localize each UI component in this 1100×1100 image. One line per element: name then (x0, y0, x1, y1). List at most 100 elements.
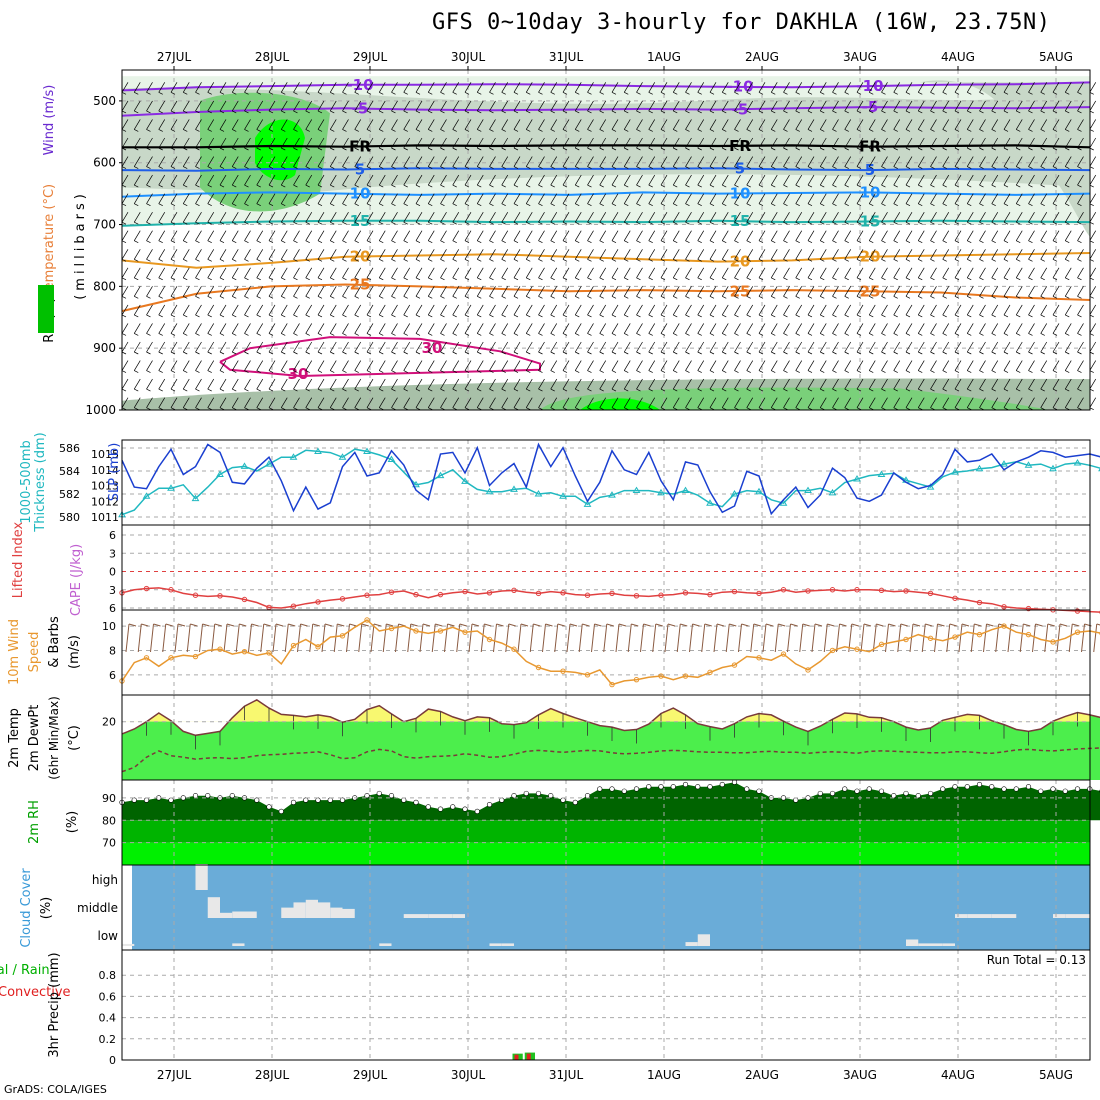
wind-barb-flag (464, 92, 470, 95)
wind-barb-flag (183, 407, 188, 410)
wind-barb (758, 137, 766, 149)
wind-barb-flag (991, 184, 996, 188)
rh-point (976, 781, 983, 788)
surface-wind-barb (358, 623, 363, 653)
wind-barb-flag (587, 333, 592, 336)
wind-barb (917, 378, 925, 390)
wind-barb (244, 82, 251, 93)
wind-barb-flag (648, 110, 653, 114)
thickness-point (216, 470, 224, 477)
wind-barb-flag (170, 277, 176, 281)
wind-barb-flag (1065, 184, 1070, 188)
wind-barb (525, 156, 533, 167)
wind-barb-flag (918, 129, 923, 132)
wind-barb-flag (648, 92, 653, 95)
cloud-level-label-middle: middle (77, 901, 118, 915)
wind-barb-flag (709, 184, 715, 188)
rh-point (719, 781, 725, 788)
wind-barb-flag (1077, 240, 1082, 244)
wind-barb-flag (869, 147, 874, 151)
wind-barb (807, 267, 815, 278)
wind-barb-flag (795, 240, 800, 244)
wind-barb (146, 397, 153, 408)
wind-barb (268, 193, 276, 204)
wind-barb-flag (501, 333, 506, 336)
wind-barb (844, 82, 852, 93)
wind-barb (182, 193, 190, 204)
wind-barb-flag (685, 351, 690, 355)
wind-barb (317, 304, 325, 316)
wind-barb-flag (648, 147, 653, 151)
wind-barb (599, 119, 607, 130)
wind-barb (991, 341, 999, 353)
wind-barb (611, 174, 619, 186)
wind-barb (342, 193, 349, 204)
wind-barb-flag (1052, 296, 1058, 299)
wind-barb-flag (734, 333, 739, 336)
wind-barb (268, 174, 276, 186)
wind-barb-flag (881, 221, 886, 225)
wind-barb-flag (366, 333, 372, 336)
wind-barb-flag (183, 296, 188, 299)
wind-barb (121, 304, 129, 316)
wind-barb-flag (391, 92, 396, 95)
wind-barb-flag (624, 258, 629, 262)
wind-barb (758, 174, 766, 186)
surface-wind-barb-flag (949, 623, 957, 627)
surface-wind-barb-flag (165, 623, 173, 627)
wind-barb-flag (428, 351, 433, 355)
isotherm-label: 20 (350, 248, 371, 266)
wind-barb-flag (930, 407, 935, 410)
wind-barb-flag (170, 203, 176, 206)
wind-speed-point (192, 653, 199, 660)
wind-barb-flag (256, 203, 261, 206)
wind-barb (464, 323, 472, 334)
wind-barb (513, 249, 521, 260)
wind-barb (1089, 286, 1097, 297)
wind-barb-flag (844, 221, 849, 225)
wind-barb-flag (844, 92, 849, 95)
wind-barb-flag (660, 221, 666, 225)
wind-barb-flag (954, 388, 960, 392)
wind-barb-flag (501, 407, 506, 410)
wind-barb (195, 137, 202, 149)
wind-barb (525, 193, 533, 204)
wind-barb-flag (1065, 166, 1070, 169)
wind-barb (501, 156, 509, 167)
wind-barb-flag (918, 258, 923, 262)
wind-barb-flag (330, 147, 335, 151)
wind-barb-flag (869, 370, 874, 373)
wind-barb (268, 156, 276, 167)
wind-barb-flag (440, 277, 445, 281)
wind-barb (501, 174, 509, 186)
wind-barb-flag (538, 240, 543, 244)
wind-barb (611, 360, 619, 371)
wind-barb-flag (366, 166, 372, 169)
wind-barb-flag (452, 240, 457, 244)
wind-barb-flag (330, 166, 335, 169)
date-label-bottom: 2AUG (745, 1068, 779, 1082)
wind-barb (1077, 137, 1084, 149)
wind-barb (489, 156, 496, 167)
wind-barb-flag (954, 370, 960, 373)
wind-barb (660, 119, 668, 130)
wind-barb (293, 100, 300, 112)
wind-barb (587, 230, 594, 241)
wind-speed-point (584, 672, 591, 678)
isotherm-label: 30 (288, 365, 309, 383)
wind-barb-flag (807, 351, 813, 355)
wind-barb-flag (1052, 203, 1058, 206)
wind-barb (587, 286, 594, 297)
wind-barb (795, 174, 803, 186)
wind-barb (807, 100, 815, 112)
wind-barb-flag (501, 296, 506, 299)
wind-speed-point (903, 636, 909, 643)
wind-barb-flag (1028, 221, 1033, 225)
wind-barb-flag (832, 129, 837, 132)
wind-barb (550, 304, 558, 316)
wind-barb-flag (293, 221, 298, 225)
wind-barb (734, 378, 741, 390)
wind-barb-flag (489, 110, 494, 114)
wind-barb (942, 304, 950, 316)
wind-barb (881, 100, 888, 112)
